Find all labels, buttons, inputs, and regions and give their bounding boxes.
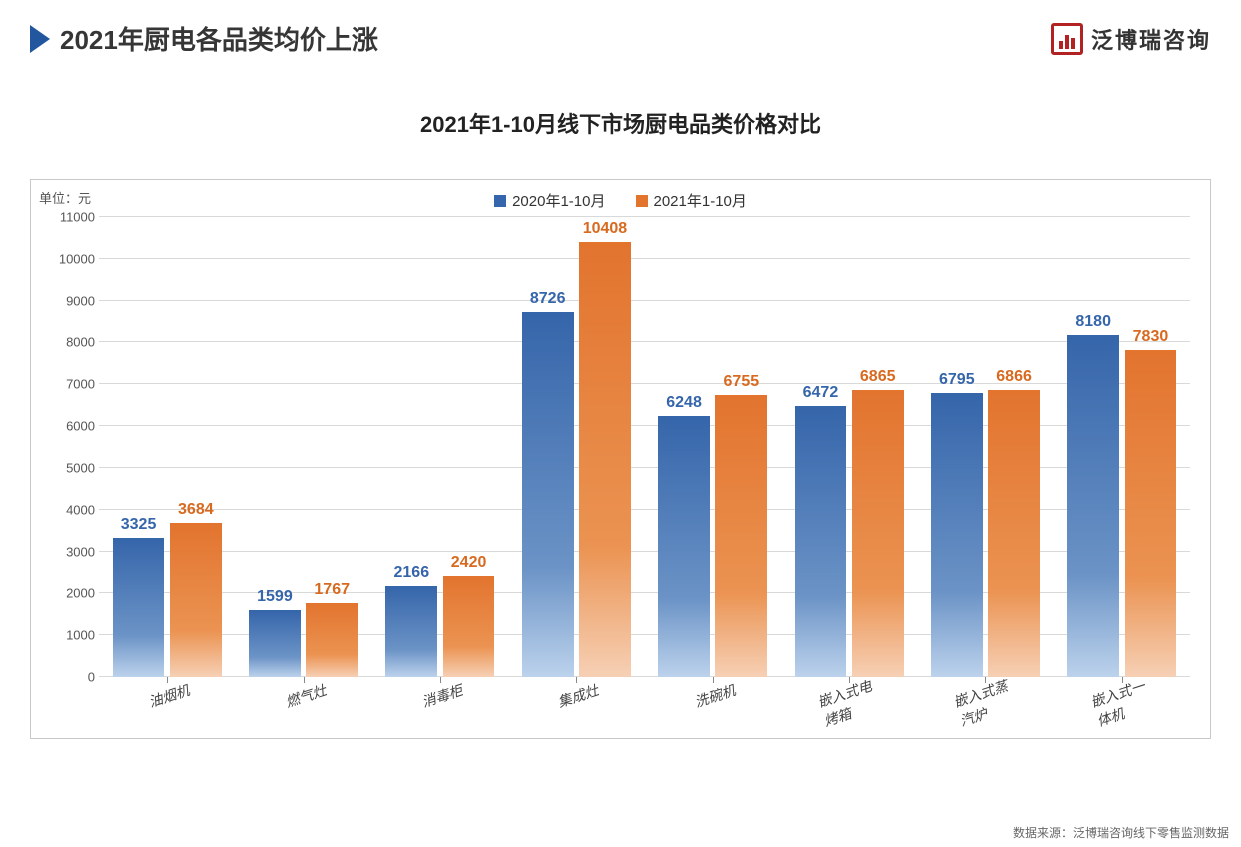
data-source: 数据来源：泛博瑞咨询线下零售监测数据 [1013, 824, 1229, 841]
value-label-a: 3325 [121, 516, 157, 534]
value-label-b: 1767 [314, 581, 350, 599]
logo-text: 泛博瑞咨询 [1091, 23, 1211, 55]
category-group: 67956866嵌入式蒸汽炉 [917, 217, 1053, 677]
value-label-b: 10408 [583, 220, 628, 238]
bar-series-a [385, 586, 437, 677]
chart-container: 单位：元 2020年1-10月 2021年1-10月 0100020003000… [30, 179, 1211, 739]
value-label-b: 7830 [1133, 328, 1169, 346]
y-tick-label: 7000 [51, 377, 95, 392]
x-axis-label: 嵌入式电烤箱 [815, 672, 892, 731]
value-label-a: 6795 [939, 371, 975, 389]
bar-series-b [443, 576, 495, 677]
legend-swatch-b [636, 195, 648, 207]
slide-header: 2021年厨电各品类均价上涨 泛博瑞咨询 [0, 0, 1241, 67]
logo-icon [1051, 23, 1083, 55]
value-label-a: 8180 [1075, 313, 1111, 331]
y-tick-label: 10000 [51, 251, 95, 266]
bar-series-b [1125, 350, 1177, 677]
category-group: 15991767燃气灶 [235, 217, 371, 677]
value-label-b: 3684 [178, 501, 214, 519]
value-label-b: 6865 [860, 368, 896, 386]
header-left: 2021年厨电各品类均价上涨 [30, 20, 378, 57]
x-axis-label: 嵌入式蒸汽炉 [951, 672, 1028, 731]
value-label-a: 1599 [257, 588, 293, 606]
bar-series-b [170, 523, 222, 677]
chart-title: 2021年1-10月线下市场厨电品类价格对比 [0, 107, 1241, 139]
legend: 2020年1-10月 2021年1-10月 [41, 190, 1200, 211]
category-group: 81807830嵌入式一体机 [1054, 217, 1190, 677]
category-group: 872610408集成灶 [508, 217, 644, 677]
y-tick-label: 4000 [51, 502, 95, 517]
categories: 33253684油烟机15991767燃气灶21662420消毒柜8726104… [99, 217, 1190, 677]
value-label-b: 6755 [724, 373, 760, 391]
legend-item-a: 2020年1-10月 [494, 190, 605, 211]
x-tick-mark [713, 677, 714, 683]
x-axis-label: 油烟机 [146, 680, 192, 712]
x-axis-label: 集成灶 [555, 680, 601, 712]
bar-series-b [988, 390, 1040, 677]
bar-series-a [249, 610, 301, 677]
y-tick-label: 8000 [51, 335, 95, 350]
logo: 泛博瑞咨询 [1051, 23, 1211, 55]
x-axis-label: 洗碗机 [692, 680, 738, 712]
legend-swatch-a [494, 195, 506, 207]
value-label-b: 6866 [996, 368, 1032, 386]
value-label-b: 2420 [451, 554, 487, 572]
bar-series-b [852, 390, 904, 677]
value-label-a: 6472 [803, 384, 839, 402]
x-axis-label: 消毒柜 [419, 680, 465, 712]
bar-series-b [306, 603, 358, 677]
y-tick-label: 2000 [51, 586, 95, 601]
legend-label-a: 2020年1-10月 [512, 190, 605, 211]
x-tick-mark [849, 677, 850, 683]
x-axis-label: 嵌入式一体机 [1088, 672, 1165, 731]
x-tick-mark [1122, 677, 1123, 683]
x-tick-mark [985, 677, 986, 683]
category-group: 21662420消毒柜 [372, 217, 508, 677]
legend-label-b: 2021年1-10月 [654, 190, 747, 211]
bar-series-b [715, 395, 767, 677]
y-tick-label: 3000 [51, 544, 95, 559]
triangle-icon [30, 25, 50, 53]
x-axis-label: 燃气灶 [283, 680, 329, 712]
plot-area: 0100020003000400050006000700080009000100… [99, 217, 1190, 677]
x-tick-mark [576, 677, 577, 683]
legend-item-b: 2021年1-10月 [636, 190, 747, 211]
y-tick-label: 5000 [51, 460, 95, 475]
slide-title: 2021年厨电各品类均价上涨 [60, 20, 378, 57]
bar-series-a [931, 393, 983, 677]
bar-series-b [579, 242, 631, 677]
value-label-a: 2166 [394, 564, 430, 582]
x-tick-mark [304, 677, 305, 683]
bar-series-a [658, 416, 710, 677]
x-tick-mark [167, 677, 168, 683]
y-tick-label: 6000 [51, 419, 95, 434]
unit-label: 单位：元 [39, 188, 91, 207]
y-tick-label: 1000 [51, 628, 95, 643]
value-label-a: 8726 [530, 290, 566, 308]
bar-series-a [1067, 335, 1119, 677]
category-group: 62486755洗碗机 [645, 217, 781, 677]
y-tick-label: 0 [51, 670, 95, 685]
bar-series-a [113, 538, 165, 677]
category-group: 64726865嵌入式电烤箱 [781, 217, 917, 677]
category-group: 33253684油烟机 [99, 217, 235, 677]
x-tick-mark [440, 677, 441, 683]
bar-series-a [522, 312, 574, 677]
y-tick-label: 11000 [51, 210, 95, 225]
value-label-a: 6248 [666, 394, 702, 412]
bar-series-a [795, 406, 847, 677]
y-tick-label: 9000 [51, 293, 95, 308]
